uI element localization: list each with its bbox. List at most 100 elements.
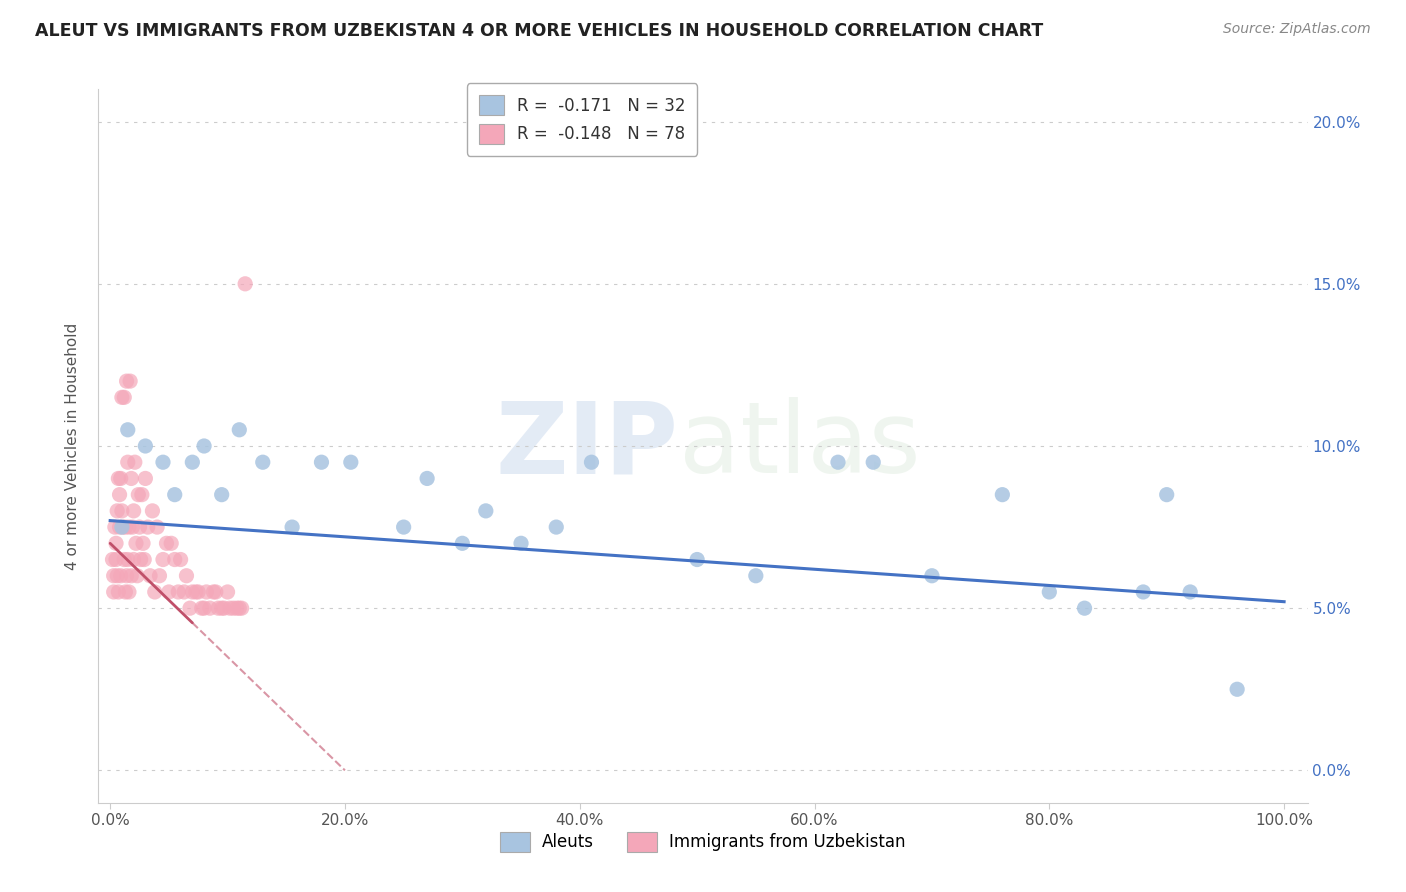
Point [148,568,170,582]
Point [581,455,603,469]
Point [281,520,304,534]
Point [117,552,139,566]
Point [163,552,186,566]
Point [103,568,125,582]
Point [392,520,415,534]
Point [475,504,498,518]
Text: atlas: atlas [679,398,921,494]
Point [127,568,149,582]
Point [416,471,439,485]
Point [228,601,250,615]
Point [340,455,363,469]
Point [114,585,136,599]
Point [118,585,141,599]
Point [101,552,124,566]
Point [120,568,142,582]
Point [228,423,250,437]
Point [134,471,156,485]
Point [110,568,132,582]
Point [686,552,709,566]
Point [105,504,128,518]
Point [198,601,221,615]
Point [1226,682,1249,697]
Point [222,601,245,615]
Point [181,455,204,469]
Point [163,488,186,502]
Point [104,520,127,534]
Point [862,455,884,469]
Point [131,488,153,502]
Point [105,568,128,582]
Point [111,504,134,518]
Point [546,520,568,534]
Point [176,568,198,582]
Point [121,520,143,534]
Point [112,520,135,534]
Point [827,455,849,469]
Point [112,552,135,566]
Point [117,455,139,469]
Point [211,488,233,502]
Point [219,601,242,615]
Point [204,585,226,599]
Point [111,390,134,404]
Point [195,585,218,599]
Point [107,471,129,485]
Point [134,439,156,453]
Point [160,536,183,550]
Point [169,552,191,566]
Point [510,536,533,550]
Point [152,552,174,566]
Point [105,552,128,566]
Point [167,585,190,599]
Point [112,390,135,404]
Point [193,439,215,453]
Point [141,504,163,518]
Point [139,568,162,582]
Point [193,601,215,615]
Point [745,568,768,582]
Point [120,471,142,485]
Point [207,601,229,615]
Point [1180,585,1202,599]
Point [311,455,333,469]
Point [110,471,132,485]
Point [1156,488,1178,502]
Point [114,520,136,534]
Point [125,536,148,550]
Point [212,601,235,615]
Point [181,585,204,599]
Point [118,520,141,534]
Point [190,601,212,615]
Text: ALEUT VS IMMIGRANTS FROM UZBEKISTAN 4 OR MORE VEHICLES IN HOUSEHOLD CORRELATION : ALEUT VS IMMIGRANTS FROM UZBEKISTAN 4 OR… [35,22,1043,40]
Point [152,455,174,469]
Point [187,585,209,599]
Point [105,536,128,550]
Point [108,488,131,502]
Point [146,520,169,534]
Text: ZIP: ZIP [496,398,679,494]
Point [1132,585,1154,599]
Point [132,536,155,550]
Point [103,585,125,599]
Point [111,520,134,534]
Point [134,552,156,566]
Point [233,277,256,291]
Point [451,536,474,550]
Point [127,488,149,502]
Point [117,423,139,437]
Point [107,585,129,599]
Point [231,601,253,615]
Point [202,585,225,599]
Point [122,504,145,518]
Point [143,585,166,599]
Point [128,520,150,534]
Point [921,568,943,582]
Point [120,374,142,388]
Point [226,601,249,615]
Point [115,568,138,582]
Point [157,585,180,599]
Point [211,601,233,615]
Point [179,601,201,615]
Point [1073,601,1095,615]
